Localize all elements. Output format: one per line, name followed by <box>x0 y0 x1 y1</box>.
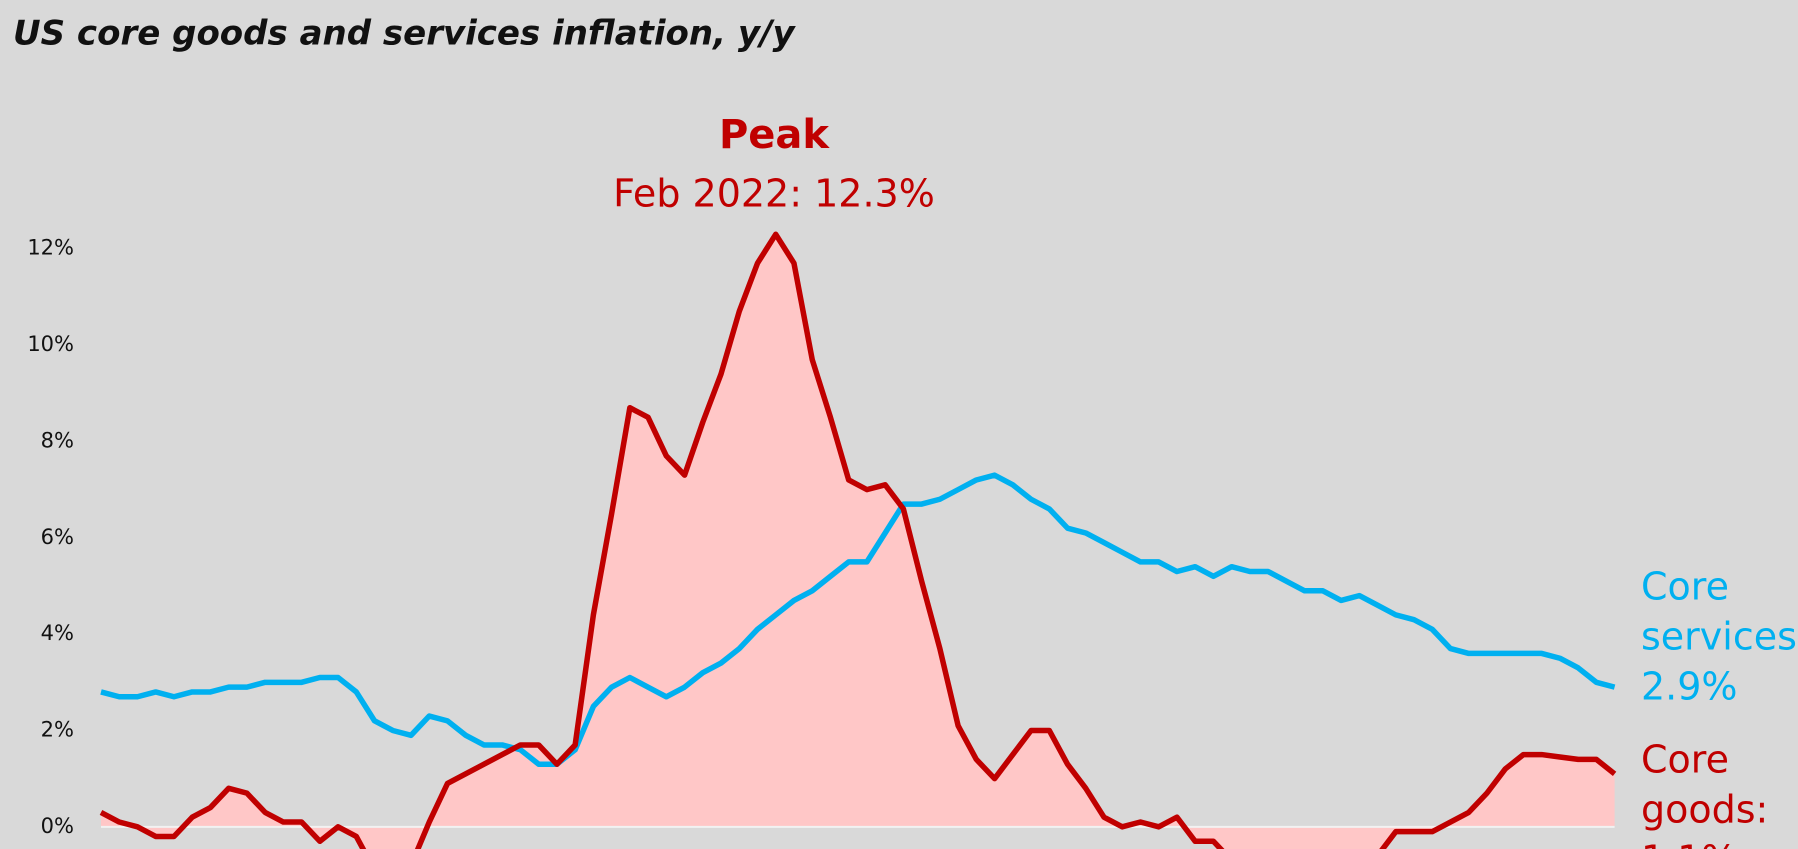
series-label: 2.9% <box>1641 665 1738 709</box>
y-tick-label: 6% <box>41 525 74 549</box>
y-tick-label: 0% <box>41 814 74 838</box>
series-line <box>100 472 1616 767</box>
y-tick-label: 8% <box>41 428 74 452</box>
annotation-text: Feb 2022: 12.3% <box>613 172 935 216</box>
chart-title: US core goods and services inflation, y/… <box>13 14 796 54</box>
series-label: 1.1% <box>1641 838 1738 849</box>
y-tick-label: 2% <box>41 717 74 741</box>
series-label: services: <box>1641 615 1798 659</box>
y-tick-label: 4% <box>41 621 74 645</box>
series-label: goods: <box>1641 788 1768 832</box>
series-label: Core <box>1641 738 1729 782</box>
annotation-title: Peak <box>719 112 830 158</box>
series-label: Core <box>1641 565 1729 609</box>
y-tick-label: 10% <box>27 332 74 356</box>
series-line <box>99 231 1617 849</box>
area <box>101 234 1615 849</box>
y-tick-label: 12% <box>27 236 74 260</box>
